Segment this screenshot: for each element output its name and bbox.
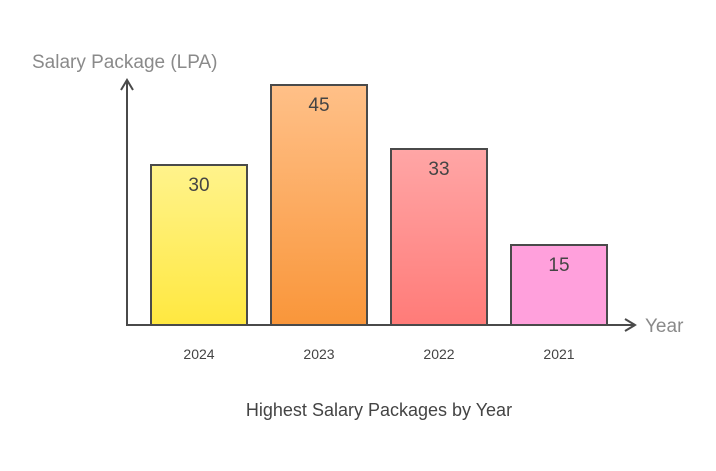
data-label: 45 bbox=[308, 95, 329, 116]
chart-title: Highest Salary Packages by Year bbox=[246, 400, 512, 420]
bar-2022 bbox=[390, 148, 488, 326]
data-label: 15 bbox=[548, 255, 569, 276]
bar-2023 bbox=[270, 84, 368, 326]
bar-2024 bbox=[150, 164, 248, 326]
x-tick-label: 2023 bbox=[303, 346, 334, 362]
data-label: 30 bbox=[188, 175, 209, 196]
data-label: 33 bbox=[428, 159, 449, 180]
x-axis-label: Year bbox=[645, 316, 684, 337]
x-tick-label: 2024 bbox=[183, 346, 214, 362]
x-tick-label: 2022 bbox=[423, 346, 454, 362]
y-axis-label: Salary Package (LPA) bbox=[32, 52, 218, 73]
y-axis-arrow bbox=[120, 78, 134, 91]
x-tick-label: 2021 bbox=[543, 346, 574, 362]
x-axis-arrow bbox=[624, 318, 637, 332]
